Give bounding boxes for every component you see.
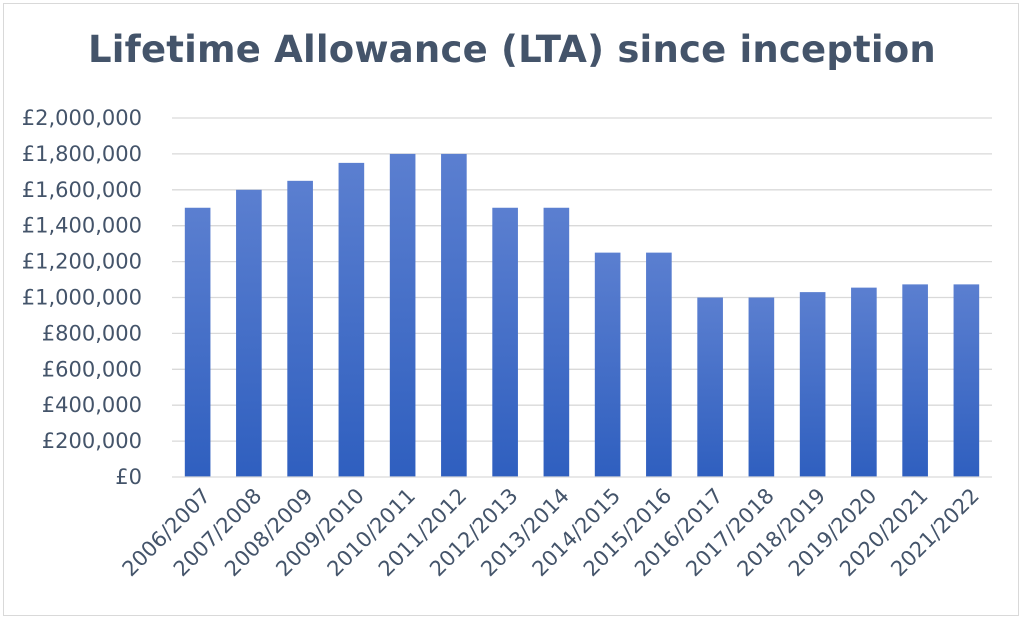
bar-2017-2018 xyxy=(748,297,775,477)
bar-2008-2009 xyxy=(287,180,313,477)
bar-2012-2013 xyxy=(492,207,518,477)
chart-title: Lifetime Allowance (LTA) since inception xyxy=(88,28,936,71)
y-tick-label: £1,000,000 xyxy=(22,286,142,310)
y-tick-label: £2,000,000 xyxy=(22,106,142,130)
bar-2021-2022 xyxy=(953,284,980,477)
y-tick-label: £1,600,000 xyxy=(22,178,142,202)
y-tick-label: £1,200,000 xyxy=(22,250,142,274)
y-axis-ticks: £0 £200,000 £400,000 £600,000 £800,000 £1,000… xyxy=(22,106,142,489)
y-tick-label: £400,000 xyxy=(42,393,142,417)
bar-2011-2012 xyxy=(441,153,467,477)
bar-2015-2016 xyxy=(646,252,672,477)
bar-2014-2015 xyxy=(594,252,621,477)
bar-2020-2021 xyxy=(902,284,928,477)
y-tick-label: £800,000 xyxy=(42,321,142,345)
y-tick-label: £0 xyxy=(115,465,142,489)
bar-2016-2017 xyxy=(697,297,723,477)
bar-2018-2019 xyxy=(799,292,826,477)
bar-2010-2011 xyxy=(389,153,416,477)
y-tick-label: £200,000 xyxy=(42,429,142,453)
bar-2009-2010 xyxy=(338,162,365,477)
y-tick-label: £600,000 xyxy=(42,357,142,381)
y-tick-label: £1,400,000 xyxy=(22,214,142,238)
bars xyxy=(184,153,980,478)
y-tick-label: £1,800,000 xyxy=(22,142,142,166)
bar-2007-2008 xyxy=(236,189,262,478)
bar-2006-2007 xyxy=(184,207,211,477)
bar-2019-2020 xyxy=(851,287,877,477)
bar-2013-2014 xyxy=(543,207,570,477)
x-axis-ticks: 2006/20072007/20082008/20092009/20102010… xyxy=(118,484,984,582)
